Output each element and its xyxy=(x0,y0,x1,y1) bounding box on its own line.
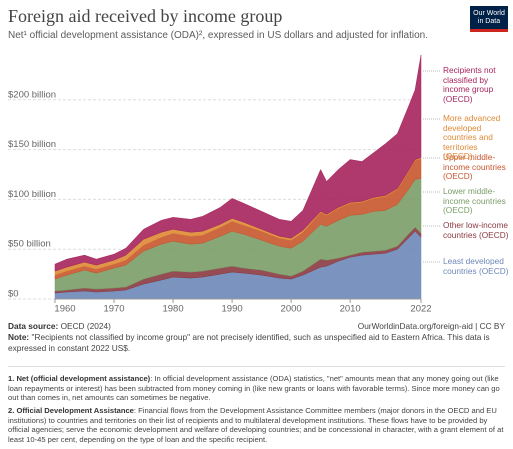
source: OECD (2024) xyxy=(60,321,111,331)
y-tick-label: $0 xyxy=(8,289,19,300)
chart-subtitle: Net¹ official development assistance (OD… xyxy=(8,30,429,41)
y-tick-label: $100 billion xyxy=(8,189,56,200)
y-tick-label: $50 billion xyxy=(8,239,51,250)
area xyxy=(54,54,422,272)
footnote-text: : In official development assistance (OD… xyxy=(8,374,500,403)
x-tick-label: 2000 xyxy=(281,304,302,315)
note: "Recipients not classified by income gro… xyxy=(8,332,490,353)
footnote-label: 1. Net (official development assistance) xyxy=(8,374,151,383)
legend-label[interactable]: Other low-income countries (OECD) xyxy=(443,220,509,240)
note-label: Note: xyxy=(8,332,30,342)
footnote-label: 2. Official Development Assistance xyxy=(8,406,134,415)
source-label: Data source: xyxy=(8,321,59,331)
legend-label[interactable]: Recipients not classified by income grou… xyxy=(443,65,496,104)
legend-label[interactable]: Least developed countries (OECD) xyxy=(443,256,509,276)
url[interactable]: OurWorldinData.org/foreign-aid | CC BY xyxy=(357,321,505,331)
x-tick-label: 1980 xyxy=(162,304,183,315)
note-line: Note: "Recipients not classified by inco… xyxy=(8,332,505,353)
x-tick-label: 1990 xyxy=(222,304,243,315)
footnote: 2. Official Development Assistance: Fina… xyxy=(8,406,505,444)
chart-title: Foreign aid received by income group xyxy=(8,6,283,26)
divider xyxy=(8,366,505,367)
footnote-text: : Financial flows from the Development A… xyxy=(8,406,504,444)
x-tick-label: 1960 xyxy=(54,304,75,315)
legend-label[interactable]: Lower middle-income countries (OECD) xyxy=(443,186,506,215)
legend-label[interactable]: Upper middle-income countries (OECD) xyxy=(443,152,506,181)
logo[interactable]: Our World in Data xyxy=(470,6,508,32)
source-line: Data source: OECD (2024) xyxy=(8,321,111,332)
legend-label[interactable]: More advanced developed countries and te… xyxy=(443,113,501,161)
x-tick-label: 1970 xyxy=(103,304,124,315)
y-tick-label: $200 billion xyxy=(8,89,56,100)
x-tick-label: 2010 xyxy=(340,304,361,315)
footnote: 1. Net (official development assistance)… xyxy=(8,374,505,403)
x-tick-label: 2022 xyxy=(410,304,431,315)
y-tick-label: $150 billion xyxy=(8,139,56,150)
